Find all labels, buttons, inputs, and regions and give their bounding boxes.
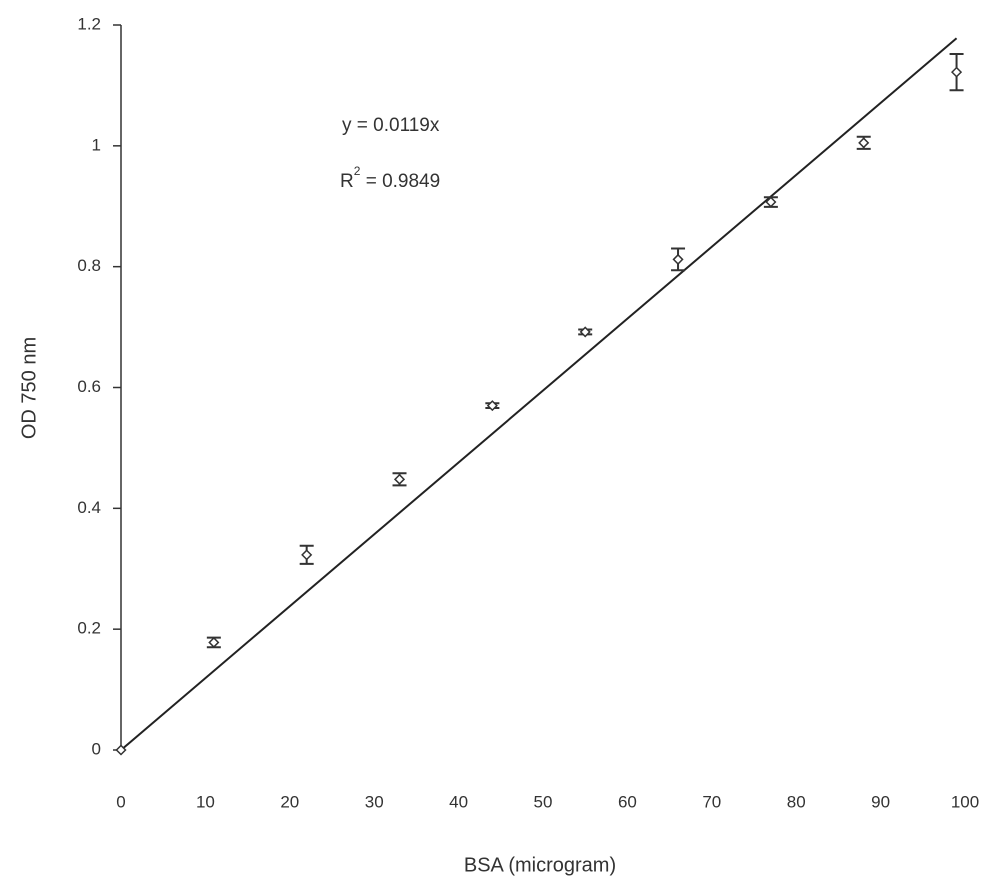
y-axis-title: OD 750 nm	[18, 337, 40, 439]
x-tick-label: 70	[702, 792, 721, 811]
x-tick-label: 100	[951, 792, 979, 811]
x-tick-label: 60	[618, 792, 637, 811]
y-tick-label: 0.6	[77, 377, 101, 396]
marker	[302, 550, 311, 559]
y-tick-label: 1.2	[77, 14, 101, 33]
x-tick-label: 40	[449, 792, 468, 811]
y-tick-label: 0	[92, 739, 101, 758]
equation: y = 0.0119x	[342, 115, 440, 136]
marker	[859, 138, 868, 147]
chart: OD 750 nm BSA (microgram) y = 0.0119x R2…	[0, 0, 990, 883]
marker	[209, 638, 218, 647]
x-tick-label: 30	[365, 792, 384, 811]
x-tick-label: 50	[534, 792, 553, 811]
x-tick-label: 20	[280, 792, 299, 811]
trendline	[121, 38, 957, 750]
x-tick-label: 90	[871, 792, 890, 811]
marker	[395, 475, 404, 484]
marker	[952, 68, 961, 77]
x-axis-title: BSA (microgram)	[464, 854, 616, 876]
x-tick-label: 80	[787, 792, 806, 811]
r-squared: R2 = 0.9849	[340, 164, 440, 192]
y-tick-label: 0.4	[77, 498, 101, 517]
y-tick-label: 0.2	[77, 619, 101, 638]
x-tick-label: 0	[116, 792, 125, 811]
y-tick-label: 0.8	[77, 256, 101, 275]
x-tick-label: 10	[196, 792, 215, 811]
r-label: R	[340, 171, 354, 192]
marker	[674, 255, 683, 264]
r-value: = 0.9849	[360, 171, 440, 192]
y-tick-label: 1	[92, 135, 101, 154]
